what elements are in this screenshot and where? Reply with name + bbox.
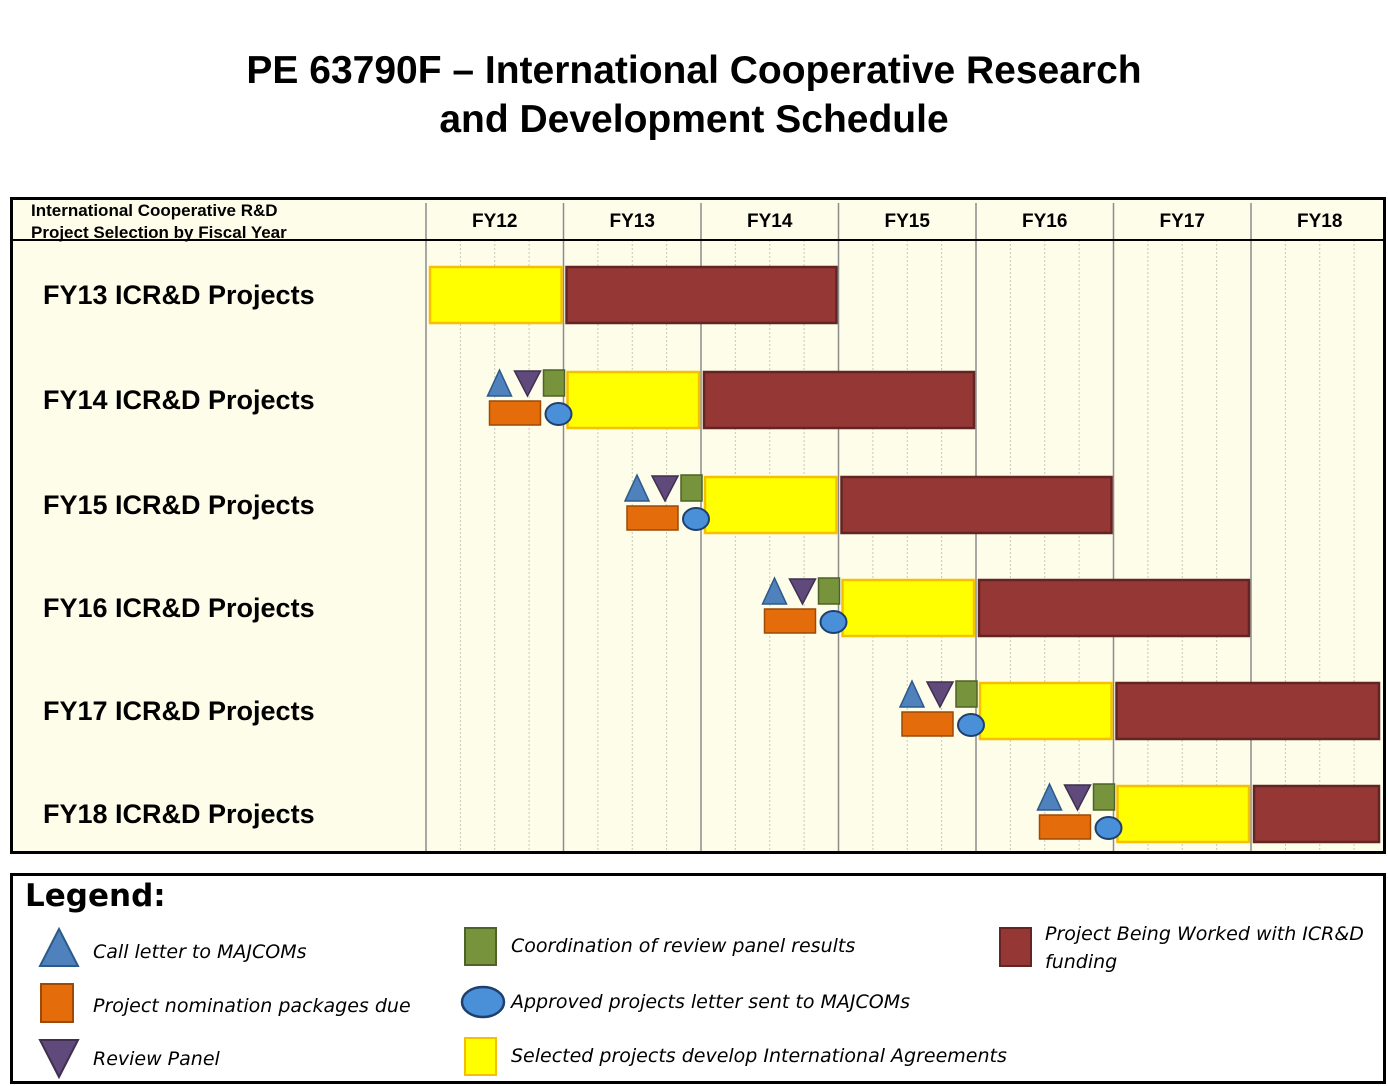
legend-label-agreements: Selected projects develop International …: [511, 1045, 1007, 1067]
row-label: FY18 ICR&D Projects: [43, 799, 315, 829]
funding-bar: [1115, 681, 1381, 741]
agreements-bar: [566, 370, 701, 430]
title-line-2: and Development Schedule: [439, 98, 949, 141]
coordination-marker: [542, 369, 566, 397]
fiscal-year-header: FY13: [610, 211, 655, 232]
nomination-marker: [1038, 814, 1092, 840]
legend-label-funding: Project Being Worked with ICR&D funding: [1045, 923, 1364, 973]
review-panel-marker: [1063, 784, 1092, 812]
square-icon: [40, 983, 74, 1023]
row-label: FY15 ICR&D Projects: [43, 490, 315, 520]
coordination-marker: [955, 680, 978, 708]
legend-label-call-letter: Call letter to MAJCOMs: [93, 941, 307, 963]
review-panel-marker: [788, 578, 817, 606]
call-letter-marker: [1036, 782, 1063, 811]
approved-marker: [544, 402, 573, 426]
funding-bar: [702, 370, 976, 430]
row-label: FY17 ICR&D Projects: [43, 696, 315, 726]
nomination-marker: [626, 505, 679, 531]
triangle-up-icon: [38, 926, 80, 967]
agreements-bar: [841, 578, 976, 638]
row-label: FY14 ICR&D Projects: [43, 385, 315, 415]
fiscal-year-header: FY15: [885, 211, 931, 232]
fiscal-year-header: FY16: [1022, 211, 1067, 232]
header-label-line: Project Selection by Fiscal Year: [31, 223, 287, 242]
review-panel-marker: [925, 681, 955, 709]
triangle-down-icon: [38, 1039, 80, 1080]
funding-bar: [565, 265, 838, 325]
approved-marker: [819, 610, 848, 634]
nomination-marker: [763, 608, 817, 634]
legend-label-coordination: Coordination of review panel results: [511, 935, 856, 957]
agreements-bar: [978, 681, 1113, 741]
header-label-line: International Cooperative R&D: [31, 201, 278, 220]
agreements-bar: [1116, 784, 1251, 844]
review-panel-marker: [650, 475, 680, 503]
call-letter-marker: [898, 679, 926, 708]
fiscal-year-header: FY18: [1297, 211, 1342, 232]
square-icon: [464, 1037, 497, 1076]
row-label: FY16 ICR&D Projects: [43, 593, 315, 623]
nomination-marker: [901, 711, 954, 737]
legend-label-approved: Approved projects letter sent to MAJCOMs: [511, 991, 911, 1013]
call-letter-marker: [761, 576, 788, 605]
fiscal-year-header: FY17: [1160, 211, 1205, 232]
approved-marker: [957, 713, 985, 737]
coordination-marker: [680, 474, 703, 502]
call-letter-marker: [623, 473, 651, 502]
schedule-chart: International Cooperative R&D Project Sel…: [10, 197, 1386, 854]
funding-bar: [977, 578, 1251, 638]
funding-bar: [1252, 784, 1381, 844]
title-line-1: PE 63790F – International Cooperative Re…: [246, 49, 1142, 92]
square-icon: [999, 927, 1032, 967]
approved-marker: [1094, 816, 1123, 840]
agreements-bar: [703, 475, 838, 535]
fiscal-year-header: FY12: [472, 211, 517, 232]
legend-title: Legend:: [25, 878, 166, 914]
funding-bar: [840, 475, 1113, 535]
legend-label-nomination: Project nomination packages due: [93, 995, 411, 1017]
nomination-marker: [488, 400, 542, 426]
circle-icon: [460, 985, 506, 1019]
review-panel-marker: [513, 370, 542, 398]
coordination-marker: [1092, 783, 1116, 811]
agreements-bar: [428, 265, 563, 325]
page-title: PE 63790F – International Cooperative Re…: [0, 46, 1388, 144]
legend-label-review-panel: Review Panel: [93, 1048, 220, 1070]
schedule-chart-svg: International Cooperative R&D Project Sel…: [13, 201, 1383, 851]
coordination-marker: [817, 577, 841, 605]
legend: Legend: Call letter to MAJCOMs Project n…: [10, 873, 1386, 1084]
fiscal-year-header: FY14: [747, 211, 793, 232]
call-letter-marker: [486, 368, 513, 397]
row-label: FY13 ICR&D Projects: [43, 280, 315, 310]
square-icon: [464, 927, 497, 966]
approved-marker: [682, 507, 710, 531]
